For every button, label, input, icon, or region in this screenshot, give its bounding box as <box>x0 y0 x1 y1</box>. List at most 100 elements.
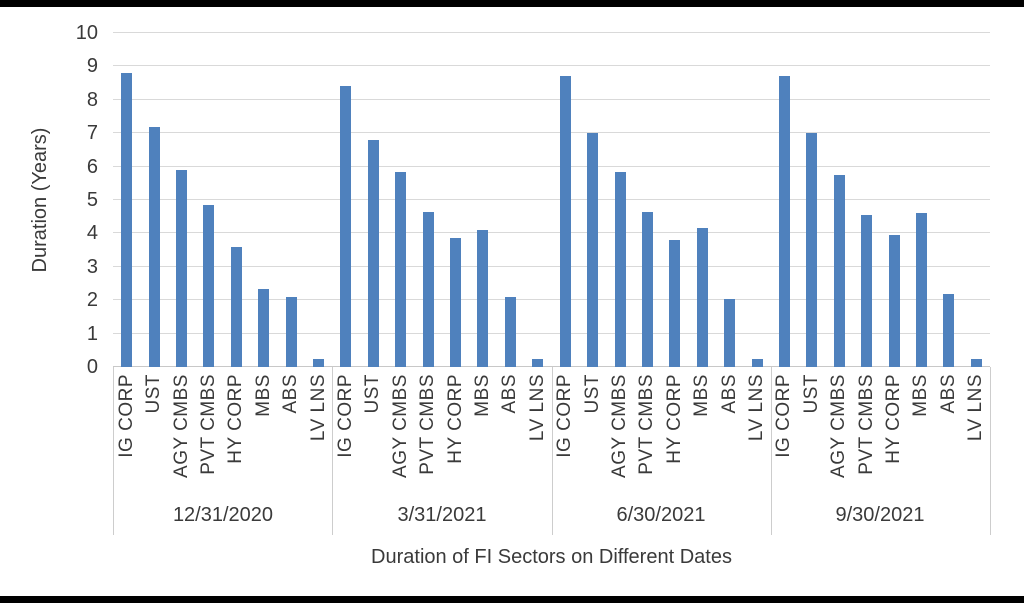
x-axis-category-label: HY CORP <box>664 374 685 464</box>
gridline <box>113 366 990 367</box>
x-axis-category-label: HY CORP <box>883 374 904 464</box>
x-axis-category-label: MBS <box>910 374 931 417</box>
x-axis-category-label: AGY CMBS <box>609 374 630 478</box>
y-axis-tick-label: 5 <box>86 189 98 211</box>
x-axis-group-date-label: 12/31/2020 <box>172 504 274 526</box>
bar <box>313 359 324 367</box>
x-axis-category-label: HY CORP <box>445 374 466 464</box>
chart-title: Duration of FI Sectors on Different Date… <box>371 546 732 568</box>
x-axis-category-label: MBS <box>691 374 712 417</box>
bar <box>752 359 763 367</box>
category-group-separator <box>332 367 333 535</box>
x-axis-group-date-label: 6/30/2021 <box>616 504 706 526</box>
x-axis-category-label: LV LNS <box>746 374 767 442</box>
letterbox-top-bar <box>0 0 1024 7</box>
x-axis-category-label: UST <box>362 374 383 414</box>
bar <box>477 230 488 367</box>
x-axis-category-label: PVT CMBS <box>417 374 438 475</box>
bar <box>340 86 351 367</box>
x-axis-category-label: UST <box>582 374 603 414</box>
x-axis-category-label: UST <box>143 374 164 414</box>
gridline <box>113 65 990 66</box>
x-axis-category-label: LV LNS <box>308 374 329 442</box>
bar <box>615 172 626 367</box>
x-axis-category-label: UST <box>801 374 822 414</box>
bar <box>806 133 817 367</box>
bar <box>450 238 461 367</box>
bar <box>231 247 242 367</box>
bar <box>587 133 598 367</box>
x-axis-category-label: ABS <box>280 374 301 414</box>
bar <box>286 297 297 367</box>
bar <box>532 359 543 367</box>
x-axis-category-label: IG CORP <box>773 374 794 458</box>
y-axis-tick-label: 2 <box>86 289 98 311</box>
bar <box>971 359 982 367</box>
y-axis-title: Duration (Years) <box>29 127 51 273</box>
x-axis-category-label: MBS <box>472 374 493 417</box>
y-axis-tick-label: 4 <box>86 222 98 244</box>
gridline <box>113 99 990 100</box>
y-axis-tick-label: 0 <box>86 356 98 378</box>
gridline <box>113 266 990 267</box>
x-axis-category-label: MBS <box>253 374 274 417</box>
gridline <box>113 299 990 300</box>
x-axis-category-label: IG CORP <box>335 374 356 458</box>
x-axis-category-label: ABS <box>719 374 740 414</box>
bar <box>697 228 708 367</box>
gridline <box>113 166 990 167</box>
bar <box>121 73 132 367</box>
gridline <box>113 132 990 133</box>
gridline <box>113 232 990 233</box>
y-axis-tick-label: 7 <box>86 122 98 144</box>
bar <box>368 140 379 367</box>
category-group-separator <box>113 367 114 535</box>
bar <box>258 289 269 367</box>
x-axis-category-label: LV LNS <box>965 374 986 442</box>
gridline <box>113 32 990 33</box>
bar <box>560 76 571 367</box>
bar <box>505 297 516 367</box>
bar <box>943 294 954 367</box>
x-axis-category-label: LV LNS <box>527 374 548 442</box>
y-axis-tick-label: 8 <box>86 89 98 111</box>
bar <box>916 213 927 367</box>
x-axis-category-label: PVT CMBS <box>856 374 877 475</box>
gridline <box>113 333 990 334</box>
y-axis-tick-label: 9 <box>86 55 98 77</box>
x-axis-group-date-label: 3/31/2021 <box>397 504 487 526</box>
x-axis-category-label: IG CORP <box>554 374 575 458</box>
x-axis-category-label: PVT CMBS <box>636 374 657 475</box>
category-group-separator <box>990 367 991 535</box>
x-axis-category-label: AGY CMBS <box>390 374 411 478</box>
y-axis-tick-label: 3 <box>86 256 98 278</box>
letterbox-bottom-bar <box>0 596 1024 603</box>
x-axis-category-label: PVT CMBS <box>198 374 219 475</box>
bar <box>149 127 160 367</box>
category-group-separator <box>771 367 772 535</box>
x-axis-category-label: ABS <box>938 374 959 414</box>
bar <box>834 175 845 367</box>
x-axis-category-label: IG CORP <box>116 374 137 458</box>
y-axis-tick-label: 10 <box>75 22 98 44</box>
bar <box>395 172 406 367</box>
plot-area <box>113 32 990 367</box>
x-axis-category-label: HY CORP <box>225 374 246 464</box>
bar <box>669 240 680 367</box>
bar <box>889 235 900 367</box>
bar <box>779 76 790 367</box>
bar <box>724 299 735 367</box>
bar <box>642 212 653 367</box>
bar <box>176 170 187 367</box>
x-axis-category-label: AGY CMBS <box>828 374 849 478</box>
y-axis-tick-label: 6 <box>86 156 98 178</box>
bar <box>861 215 872 367</box>
x-axis-category-label: AGY CMBS <box>171 374 192 478</box>
y-axis-tick-label: 1 <box>86 323 98 345</box>
bar <box>203 205 214 367</box>
x-axis-category-label: ABS <box>499 374 520 414</box>
gridline <box>113 199 990 200</box>
bar <box>423 212 434 367</box>
x-axis-group-date-label: 9/30/2021 <box>835 504 925 526</box>
